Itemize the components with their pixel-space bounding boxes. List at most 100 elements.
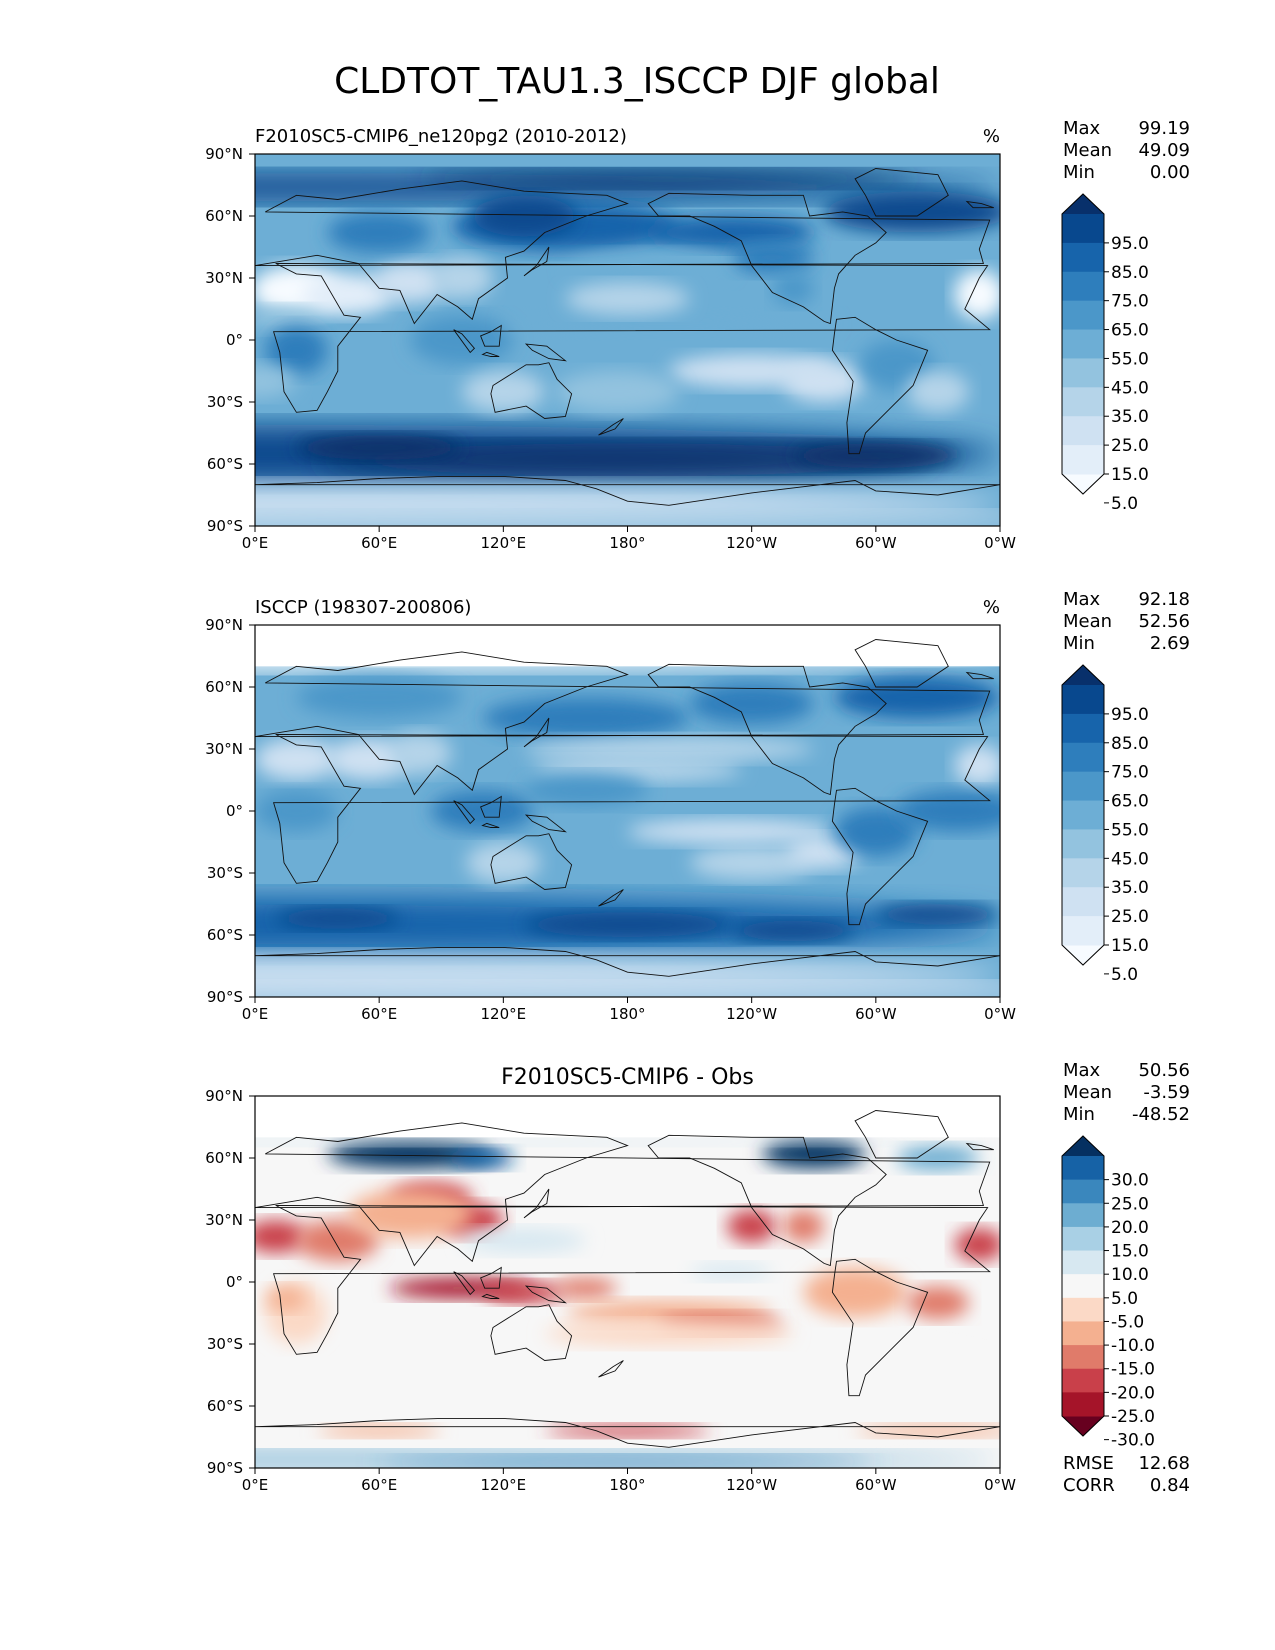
coastlines <box>255 639 1000 977</box>
field-contour <box>689 846 814 880</box>
colorbar-label: 35.0 <box>1111 878 1149 898</box>
colorbar-segment <box>1062 358 1104 388</box>
colorbar-segment <box>1062 887 1104 917</box>
colorbar-extend-min <box>1062 1416 1104 1436</box>
x-tick-label: 120°E <box>481 1476 527 1494</box>
field-contour <box>255 364 297 398</box>
field-contour <box>906 371 969 413</box>
field-contour <box>255 1333 1000 1437</box>
colorbar-segment <box>1062 800 1104 830</box>
x-tick-label: 180° <box>609 534 645 552</box>
stat-label: Max <box>1063 1060 1101 1081</box>
colorbar: 95.0 85.0 75.0 65.0 55.0 45.0 35.0 25.0 15.0 5.0 <box>1061 664 1149 985</box>
field-contour <box>472 195 576 237</box>
coastline <box>523 717 550 748</box>
y-tick-label: 60°S <box>207 926 243 944</box>
field-contour <box>772 271 814 305</box>
x-tick-label: 60°E <box>361 534 397 552</box>
stat-label: Mean <box>1063 140 1112 161</box>
y-tick-label: 90°N <box>205 616 243 634</box>
coastline <box>598 418 624 436</box>
colorbar-label: 30.0 <box>1111 1171 1149 1191</box>
field-contour <box>689 1263 773 1280</box>
coastline <box>647 192 887 325</box>
colorbar-segment <box>1062 271 1104 302</box>
colorbar-segment <box>1062 242 1104 273</box>
colorbar-segment <box>1062 214 1104 244</box>
field-contour <box>466 842 541 884</box>
colorbar-label: 55.0 <box>1111 820 1149 840</box>
colorbar-label: 15.0 <box>1111 936 1149 956</box>
coastline <box>831 787 929 926</box>
colorbar-label: -15.0 <box>1111 1360 1155 1380</box>
field-contour <box>503 311 835 336</box>
colorbar-label: 15.0 <box>1111 465 1149 485</box>
x-tick-label: 0°E <box>242 1005 269 1023</box>
coastline <box>453 329 476 354</box>
field-contour <box>565 282 690 316</box>
y-tick-label: 0° <box>226 802 243 820</box>
stat-value: 99.19 <box>1138 118 1190 139</box>
coastline <box>965 200 994 209</box>
stat-label: Min <box>1063 162 1095 183</box>
coastline <box>453 800 476 825</box>
coastline <box>481 822 500 828</box>
field-contour <box>896 790 1000 832</box>
field-contour <box>524 912 731 938</box>
y-tick-label: 30°S <box>207 393 243 411</box>
stat-value: 49.09 <box>1138 140 1190 161</box>
colorbar-segment <box>1062 1226 1104 1252</box>
field-contour <box>379 1455 876 1468</box>
field-contour <box>461 371 545 413</box>
coastline <box>524 814 567 833</box>
x-tick-label: 0°W <box>984 1476 1016 1494</box>
y-tick-label: 30°S <box>207 1335 243 1353</box>
colorbar-segment <box>1062 416 1104 446</box>
coastlines <box>255 1110 1000 1448</box>
colorbar-segment <box>1062 445 1104 475</box>
data-field <box>255 1096 1000 1468</box>
coastline <box>965 1142 994 1151</box>
colorbar-segment <box>1062 329 1104 359</box>
field-contour <box>482 1282 566 1303</box>
coastline <box>854 168 949 217</box>
colorbar-label: -25.0 <box>1111 1407 1155 1427</box>
coastline <box>255 1122 991 1267</box>
field-contour <box>782 1209 825 1243</box>
field-contour <box>524 736 814 762</box>
coastline <box>523 1188 550 1219</box>
coastline <box>647 1134 887 1267</box>
field-contour <box>834 806 918 857</box>
x-tick-label: 60°W <box>855 534 897 552</box>
colorbar-segment <box>1062 1368 1104 1393</box>
coastlines <box>255 168 1000 506</box>
colorbar-label: 65.0 <box>1111 321 1149 341</box>
coastline <box>524 1285 567 1304</box>
colorbar: 30.0 25.0 20.0 15.0 10.0 5.0 -5.0 -10.0 -15.0 -20… <box>1061 1135 1155 1451</box>
field-contour <box>327 738 411 780</box>
field-contour <box>627 819 835 845</box>
field-contour <box>296 676 462 718</box>
coastline <box>524 343 567 362</box>
coastline <box>255 475 1000 506</box>
colorbar-segment <box>1062 1250 1104 1275</box>
field-contour <box>296 435 462 460</box>
field-contour <box>524 773 649 807</box>
colorbar-segment <box>1062 1345 1104 1370</box>
stat-label: Min <box>1063 633 1095 654</box>
y-tick-label: 60°S <box>207 455 243 473</box>
panel-units: % <box>983 597 1000 618</box>
stat-value: -3.59 <box>1143 1082 1190 1103</box>
x-tick-label: 60°E <box>361 1005 397 1023</box>
field-contour <box>762 1139 866 1169</box>
colorbar-label: 85.0 <box>1111 734 1149 754</box>
field-contour <box>555 371 680 413</box>
field-contour <box>302 273 394 316</box>
field-contour <box>834 676 1000 718</box>
coastline <box>854 639 949 688</box>
field-contour <box>906 1286 969 1320</box>
coastline <box>481 1293 500 1299</box>
coastline <box>481 351 500 357</box>
colorbar-label: 45.0 <box>1111 849 1149 869</box>
field-contour <box>824 191 1000 233</box>
